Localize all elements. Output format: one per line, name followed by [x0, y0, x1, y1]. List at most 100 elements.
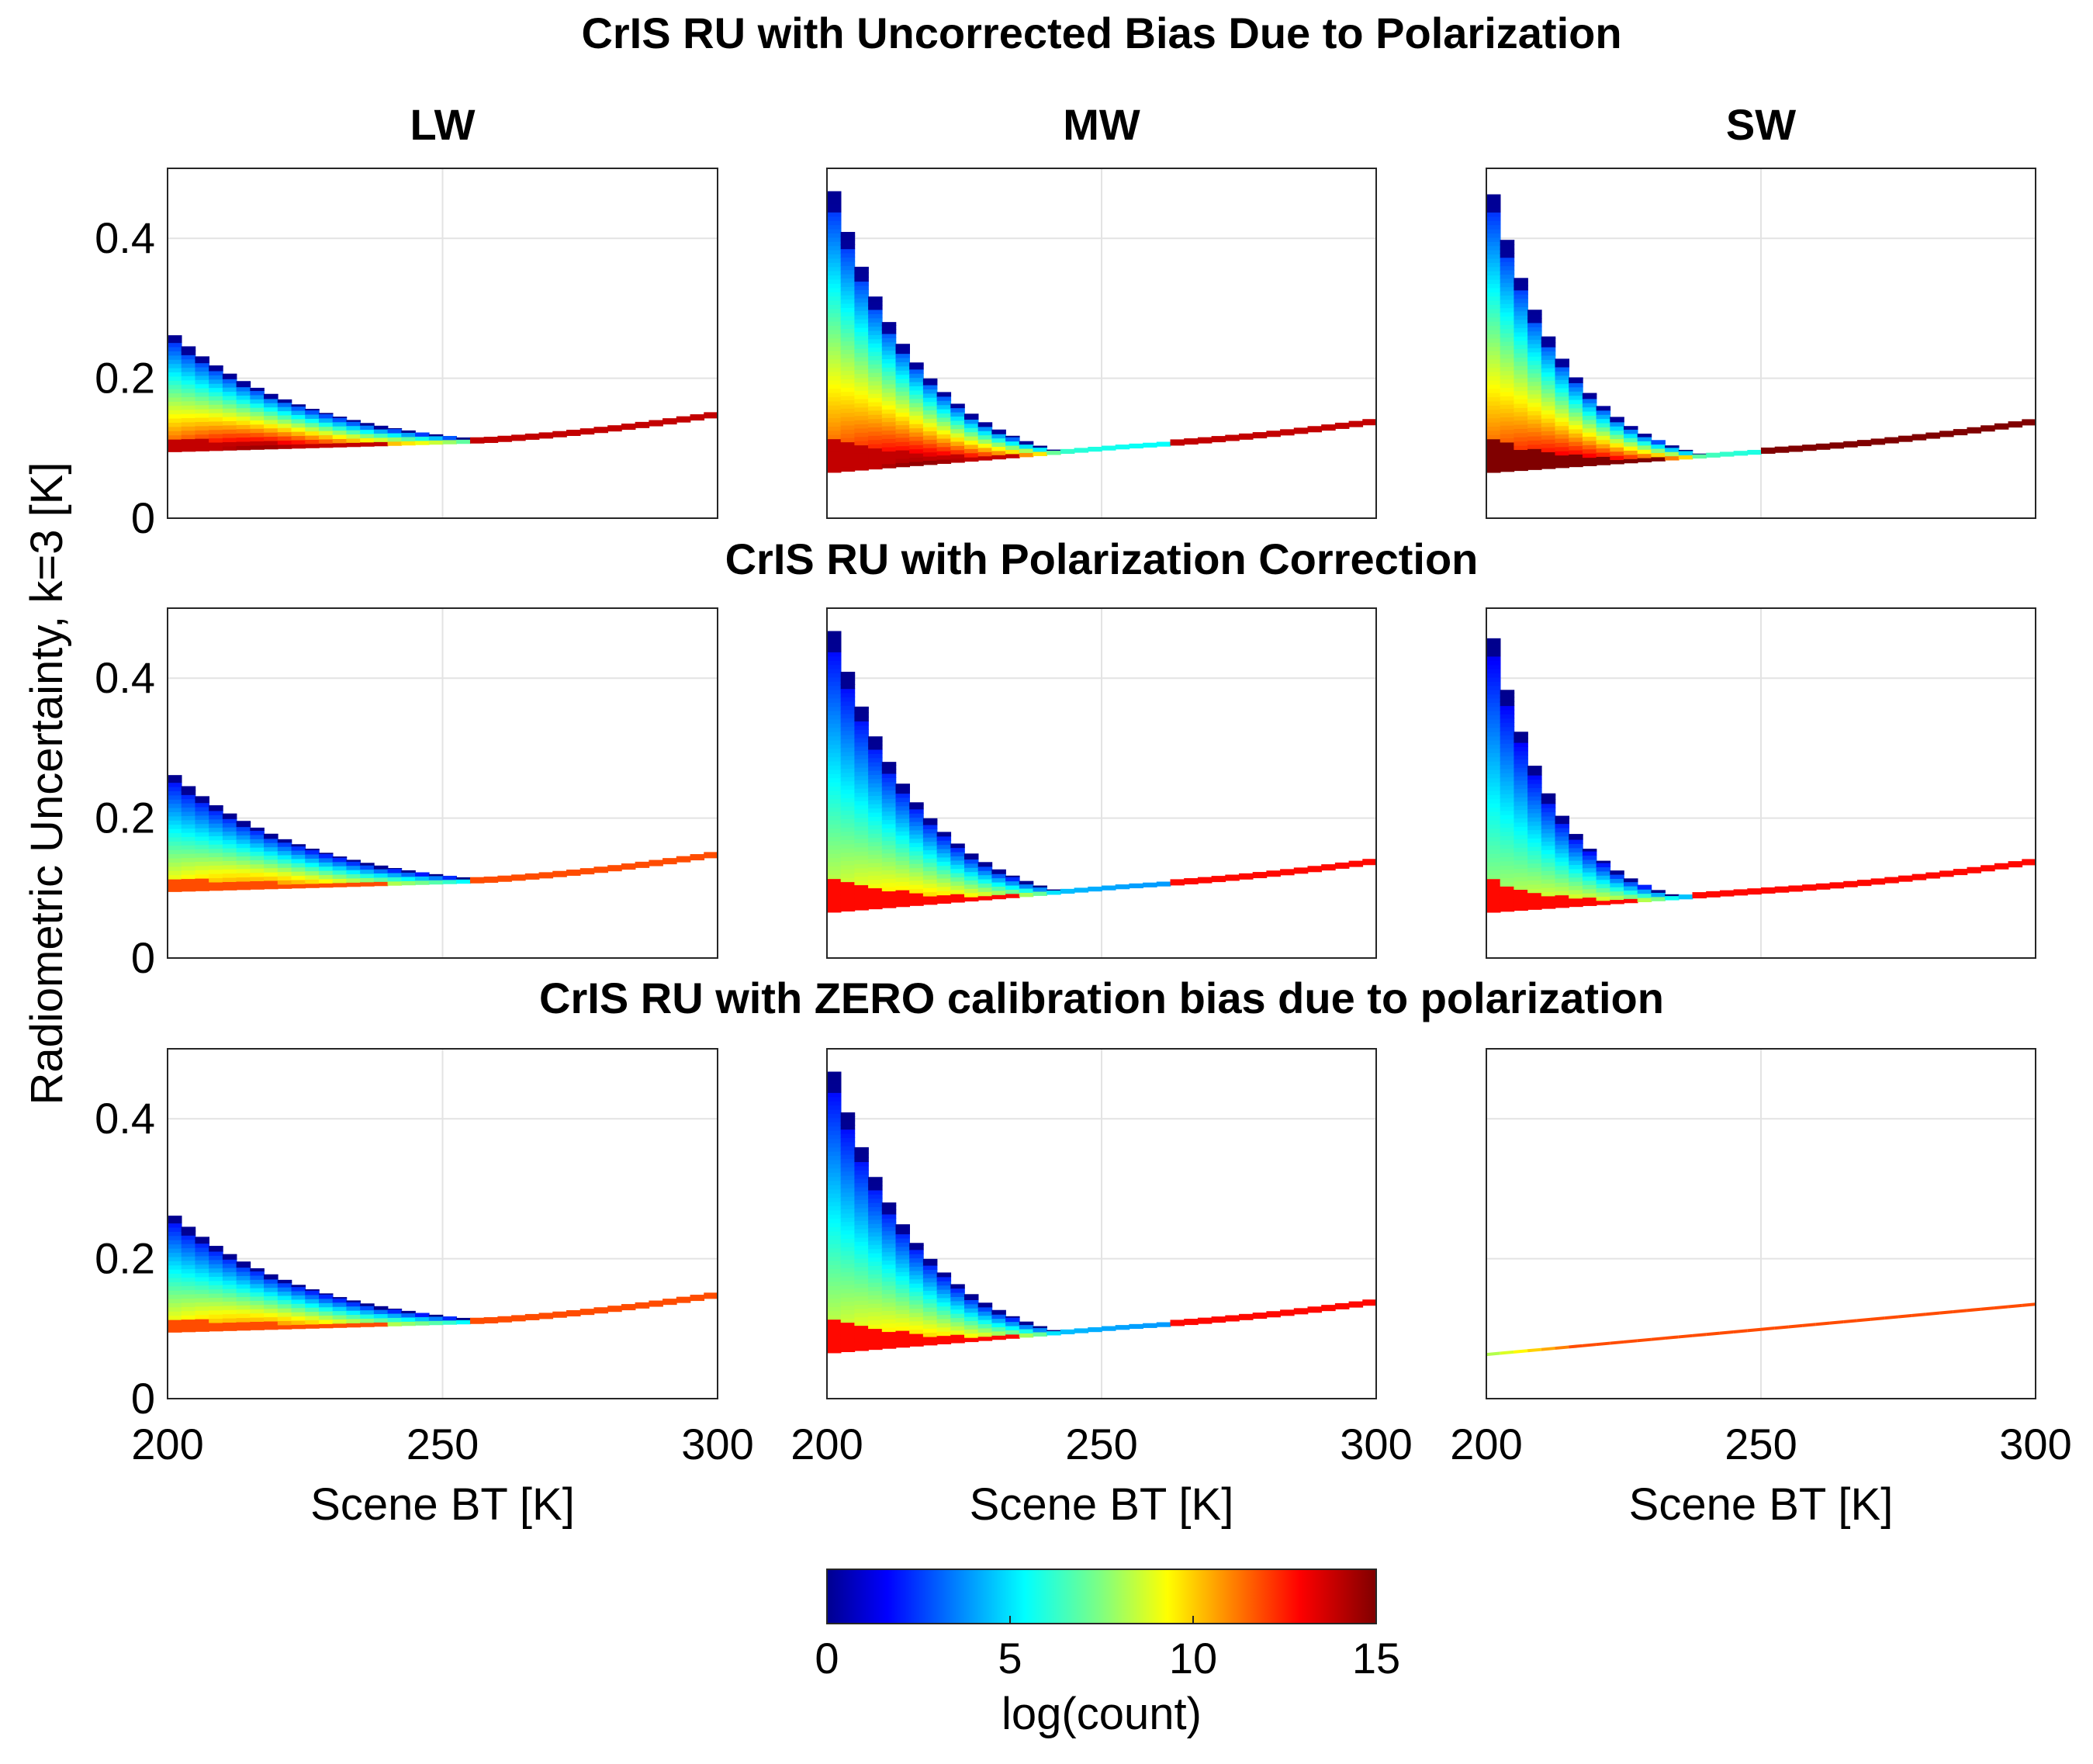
density-cell [854, 1203, 869, 1209]
density-cell [936, 1323, 952, 1328]
density-cell [964, 859, 979, 864]
density-cell [868, 804, 883, 809]
density-cell [1046, 890, 1061, 895]
density-cell [360, 429, 375, 434]
density-cell [1143, 442, 1157, 448]
density-cell [936, 1314, 952, 1320]
density-cell [1005, 436, 1020, 442]
density-cell [1005, 884, 1020, 890]
density-cell [209, 805, 223, 808]
density-cell [305, 858, 320, 863]
density-cell [497, 1316, 512, 1319]
density-cell [209, 1285, 223, 1290]
density-cell [1692, 893, 1707, 899]
density-cell [936, 434, 952, 439]
density-cell [827, 1201, 842, 1207]
density-cell [922, 426, 938, 432]
density-cell [222, 1263, 237, 1268]
density-cell [1596, 870, 1611, 876]
density-cell [936, 839, 952, 846]
density-cell [909, 1261, 924, 1268]
density-cell [497, 875, 512, 878]
density-cell [415, 440, 430, 445]
density-cell [854, 386, 869, 391]
density-cell [1514, 780, 1528, 785]
density-cell [318, 434, 334, 440]
density-cell [868, 376, 883, 382]
density-cell [895, 889, 910, 895]
density-cell [387, 877, 403, 882]
density-cell [387, 428, 403, 434]
density-cell [305, 862, 320, 867]
density-cell [1527, 833, 1542, 839]
density-cell [868, 1299, 883, 1304]
density-cell [895, 885, 910, 891]
density-cell [635, 861, 650, 864]
density-cell [387, 1321, 403, 1326]
density-cell [936, 890, 952, 896]
density-cell [868, 837, 883, 842]
density-cell [854, 1329, 869, 1334]
density-cell [456, 1317, 471, 1320]
density-cell [168, 1289, 182, 1295]
density-cell [209, 1259, 223, 1264]
density-cell [1033, 445, 1047, 448]
density-cell [922, 841, 938, 846]
density-cell [1486, 409, 1501, 414]
density-cell [881, 798, 897, 804]
density-cell [868, 296, 883, 298]
density-cell [827, 199, 842, 205]
density-cell [854, 306, 869, 311]
density-cell [318, 422, 334, 427]
density-cell [1239, 873, 1254, 876]
density-cell [168, 1264, 182, 1270]
density-cell [1527, 327, 1542, 332]
density-cell [1514, 884, 1528, 891]
density-cell [881, 400, 897, 406]
density-cell [881, 1272, 897, 1278]
density-cell [181, 861, 196, 866]
density-cell [1486, 199, 1501, 205]
density-cell [827, 807, 842, 812]
density-cell [1005, 449, 1020, 455]
density-cell [840, 1254, 856, 1260]
density-cell [840, 1246, 856, 1252]
density-cell [868, 1215, 883, 1220]
panel-mw-row-1 [826, 168, 1377, 519]
density-cell [181, 400, 196, 406]
density-cell [649, 861, 663, 866]
density-cell [181, 383, 196, 389]
density-cell [250, 399, 265, 404]
density-cell [964, 884, 979, 889]
density-cell [209, 865, 223, 870]
density-cell [236, 407, 251, 413]
density-cell [264, 834, 278, 839]
density-cell [895, 818, 910, 824]
density-cell [1527, 779, 1542, 784]
density-cell [209, 1247, 223, 1252]
density-cell [827, 739, 842, 745]
density-cell [964, 896, 979, 902]
density-cell [881, 1285, 897, 1290]
density-cell [936, 1306, 952, 1311]
density-cell [922, 858, 938, 863]
density-cell [181, 1243, 196, 1249]
density-cell [209, 412, 223, 418]
density-cell [346, 420, 361, 422]
density-cell [401, 1310, 416, 1314]
density-cell [1500, 408, 1515, 413]
density-cell [428, 875, 444, 880]
density-cell [1582, 415, 1597, 420]
density-cell [277, 842, 292, 847]
density-cell [277, 427, 292, 433]
density-cell [195, 404, 209, 410]
column-title-sw: SW [1726, 100, 1796, 149]
density-cell [1486, 442, 1501, 448]
density-cell [868, 456, 883, 462]
density-cell [909, 1329, 924, 1334]
density-cell [868, 816, 883, 821]
density-cell [1500, 856, 1515, 862]
density-cell [827, 1096, 842, 1102]
density-cell [854, 801, 869, 806]
density-cell [2008, 862, 2023, 868]
